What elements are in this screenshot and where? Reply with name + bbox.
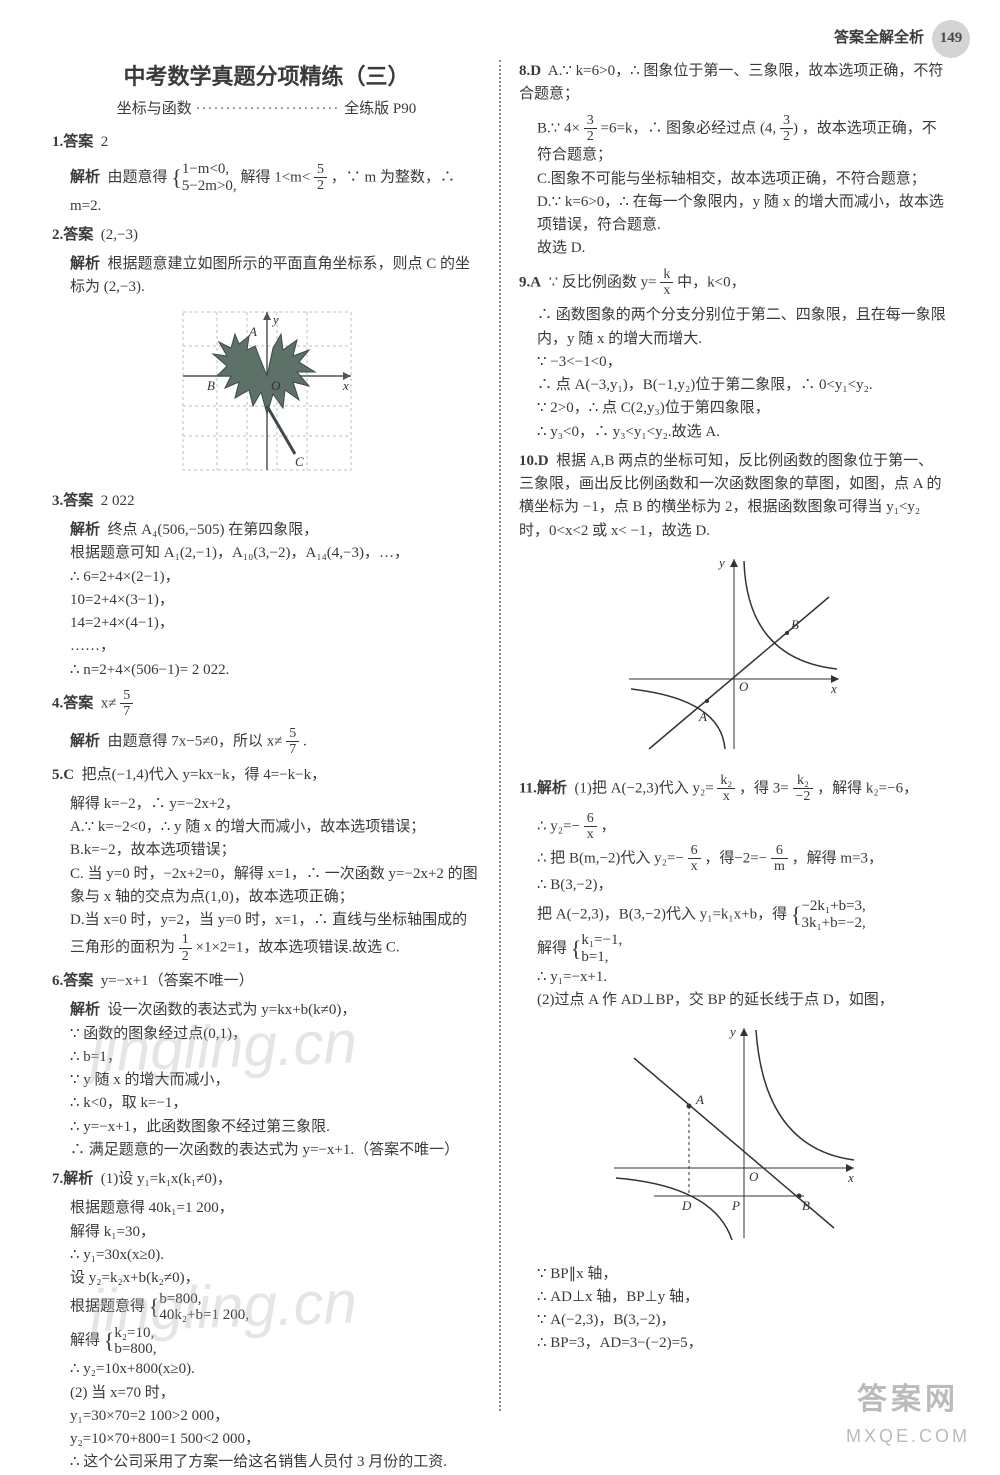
svg-text:B: B <box>802 1198 810 1213</box>
q2: 2.答案 (2,−3) <box>52 224 481 247</box>
svg-text:A: A <box>248 324 257 339</box>
page-title: 中考数学真题分项精练（三） <box>52 60 481 94</box>
subtitle-dots: ························ <box>196 101 345 117</box>
q5-body: 解得 k=−2，∴ y=−2x+2， A.∵ k=−2<0，∴ y 随 x 的增… <box>52 793 481 964</box>
q7-body: 根据题意得 40k₁=1 200， 解得 k₁=30， ∴ y₁=30x(x≥0… <box>52 1197 481 1474</box>
svg-text:O: O <box>271 378 281 393</box>
q9-body: ∴ 函数图象的两个分支分别位于第二、四象限，且在每一象限内，y 随 x 的增大而… <box>519 304 948 444</box>
q1-exp-label: 解析 <box>70 169 100 185</box>
svg-text:x: x <box>847 1170 854 1185</box>
q6-exp: 解析 设一次函数的表达式为 y=kx+b(k≠0)， ∵ 函数的图象经过点(0,… <box>52 999 481 1162</box>
header-label: 答案全解全析 <box>834 27 924 50</box>
page-number-badge: 149 <box>932 20 970 58</box>
q3: 3.答案 2 022 <box>52 490 481 513</box>
svg-text:B: B <box>791 617 799 632</box>
q4: 4.答案 x≠ 57 <box>52 688 481 720</box>
q1: 1.答案 2 <box>52 131 481 154</box>
q11-tail: ∵ BP∥x 轴， ∴ AD⊥x 轴，BP⊥y 轴， ∵ A(−2,3)，B(3… <box>519 1263 948 1356</box>
subtitle-ref: 全练版 P90 <box>344 101 416 117</box>
q3-exp: 解析 终点 A₄(506,−505) 在第四象限， 根据题意可知 A₁(2,−1… <box>52 519 481 682</box>
svg-text:C: C <box>295 454 304 469</box>
footer-line2: MXQE.COM <box>846 1423 970 1451</box>
q8: 8.D A.∵ k=6>0，∴ 图象位于第一、三象限，故本选项正确，不符合题意； <box>519 60 948 107</box>
svg-text:A: A <box>695 1092 704 1107</box>
svg-text:y: y <box>271 312 279 327</box>
q9: 9.A ∵ 反比例函数 y= kx 中，k<0， <box>519 267 948 299</box>
column-divider <box>499 60 501 1411</box>
right-column: 8.D A.∵ k=6>0，∴ 图象位于第一、三象限，故本选项正确，不符合题意；… <box>507 60 960 1411</box>
q10: 10.D 根据 A,B 两点的坐标可知，反比例函数的图象位于第一、三象限，画出反… <box>519 450 948 543</box>
q11-body: ∴ y₂=− 6x ， ∴ 把 B(m,−2)代入 y₂=− 6x ，得−2=−… <box>519 811 948 1013</box>
subtitle-name: 坐标与函数 <box>117 101 192 117</box>
q10-figure: O x y A B <box>519 549 948 767</box>
q7: 7.解析 (1)设 y₁=k₁x(k₁≠0)， <box>52 1168 481 1191</box>
q11-figure: O x y A B D P <box>519 1018 948 1256</box>
svg-text:y: y <box>717 555 725 570</box>
svg-text:O: O <box>739 679 749 694</box>
svg-text:A: A <box>698 709 707 724</box>
q1-exp: 解析 由题意得 { 1−m<0, 5−2m>0, 解得 1<m< 52 ，∵ m… <box>52 161 481 218</box>
q1-val: 2 <box>101 134 109 150</box>
q5: 5.C 把点(−1,4)代入 y=kx−k，得 4=−k−k， <box>52 764 481 787</box>
q2-exp: 解析 根据题意建立如图所示的平面直角坐标系，则点 C 的坐标为 (2,−3). <box>52 253 481 300</box>
subtitle: 坐标与函数 ························ 全练版 P90 <box>52 98 481 121</box>
svg-text:O: O <box>749 1169 759 1184</box>
svg-text:D: D <box>681 1198 692 1213</box>
q11: 11.解析 (1)把 A(−2,3)代入 y₂= k₂x ，得 3= k₂−2 … <box>519 773 948 805</box>
q1-head: 1.答案 <box>52 134 93 150</box>
left-column: 中考数学真题分项精练（三） 坐标与函数 ····················… <box>40 60 493 1411</box>
footer-line1: 答案网 <box>846 1377 970 1424</box>
q6: 6.答案 y=−x+1（答案不唯一） <box>52 970 481 993</box>
svg-text:y: y <box>728 1024 736 1039</box>
footer-logo: 答案网 MXQE.COM <box>846 1377 970 1451</box>
svg-text:x: x <box>830 681 837 696</box>
page-header: 答案全解全析 149 <box>834 20 970 58</box>
content-columns: 中考数学真题分项精练（三） 坐标与函数 ····················… <box>40 60 960 1411</box>
q2-figure: y x A B O C <box>52 306 481 484</box>
svg-text:P: P <box>731 1198 740 1213</box>
svg-text:x: x <box>342 378 349 393</box>
q8-body: B.∵ 4× 32 =6=k，∴ 图象必经过点 (4, 32) ，故本选项正确，… <box>519 113 948 261</box>
svg-text:B: B <box>207 378 215 393</box>
q4-exp: 解析 由题意得 7x−5≠0，所以 x≠ 57 . <box>52 726 481 758</box>
